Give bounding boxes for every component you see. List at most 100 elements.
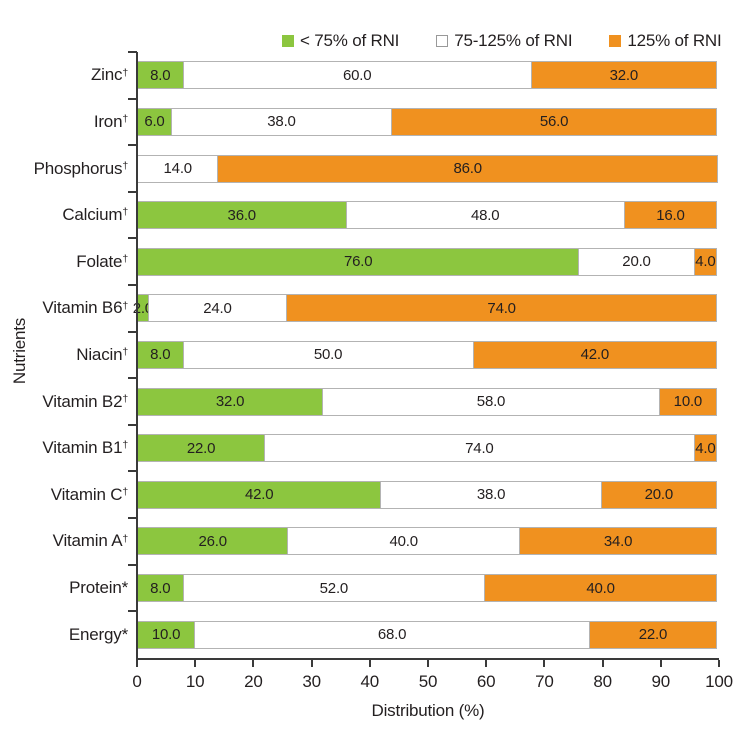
x-axis-tick-label: 60 [476, 672, 496, 691]
bar-segment: 42.0 [472, 340, 717, 369]
x-axis-tick-label: 50 [418, 672, 438, 691]
bar-segment: 40.0 [484, 574, 717, 602]
x-axis-tick [136, 660, 138, 667]
category-label: Phosphorus† [0, 159, 137, 179]
segment-value-label: 20.0 [622, 253, 651, 271]
bar-row: Vitamin B6† 2.0 24.0 74.0 [0, 284, 719, 332]
category-name: Iron [93, 111, 123, 131]
bar-row: Zinc† 8.0 60.0 32.0 [0, 51, 719, 99]
category-marker: † [122, 392, 128, 405]
x-axis-tick-label: 90 [651, 672, 671, 691]
bar-segment: 36.0 [137, 201, 347, 230]
segment-value-label: 38.0 [267, 113, 296, 131]
segment-value-label: 4.0 [695, 253, 716, 271]
bar-segment: 32.0 [530, 61, 717, 90]
segment-value-label: 68.0 [377, 626, 407, 644]
category-label: Niacin† [0, 345, 137, 365]
bar-segment: 38.0 [380, 480, 602, 509]
segment-value-label: 10.0 [151, 626, 181, 644]
bar-segment: 4.0 [693, 247, 717, 276]
legend-swatch-under-75-icon [282, 35, 294, 47]
segment-value-label: 24.0 [203, 299, 232, 317]
bar-segment: 50.0 [182, 340, 474, 369]
x-axis-tick [543, 660, 546, 667]
legend-item-under-75: < 75% of RNI [282, 31, 399, 51]
category-label: Zinc† [0, 65, 137, 85]
bar-segment: 60.0 [182, 61, 532, 90]
bar-segment: 4.0 [693, 434, 717, 463]
segment-value-label: 20.0 [644, 486, 674, 504]
bar-segment: 76.0 [137, 247, 580, 276]
x-axis-tick-label: 80 [593, 672, 612, 691]
segment-value-label: 74.0 [465, 439, 494, 457]
segment-value-label: 22.0 [638, 626, 668, 644]
stacked-bar: 22.0 74.0 4.0 [137, 434, 719, 463]
x-axis-tick [310, 660, 313, 667]
category-name: Calcium [62, 205, 123, 225]
bar-segment: 10.0 [137, 620, 196, 649]
category-name: Vitamin B1 [42, 438, 123, 458]
x-axis-tick [194, 660, 197, 667]
x-axis-tick [427, 660, 429, 667]
segment-value-label: 32.0 [609, 66, 639, 84]
segment-value-label: 36.0 [227, 206, 257, 224]
bar-segment: 74.0 [264, 434, 695, 463]
category-marker: † [122, 346, 128, 359]
category-marker: * [121, 624, 129, 644]
category-name: Vitamin A [52, 531, 123, 551]
bar-row: Calcium† 36.0 48.0 16.0 [0, 190, 719, 239]
category-marker: * [121, 578, 129, 597]
category-name: Folate [76, 251, 123, 271]
stacked-bar: 2.0 24.0 74.0 [133, 294, 719, 323]
category-name: Zinc [91, 65, 123, 85]
legend-label-75-125: 75-125% of RNI [454, 31, 573, 50]
bar-segment: 86.0 [217, 154, 718, 183]
segment-value-label: 60.0 [342, 66, 372, 84]
segment-value-label: 34.0 [603, 532, 633, 550]
segment-value-label: 58.0 [476, 393, 506, 411]
bar-row: Protein* 8.0 52.0 40.0 [0, 563, 719, 612]
x-axis-tick [718, 660, 720, 667]
bar-segment: 74.0 [286, 294, 717, 323]
segment-value-label: 26.0 [198, 532, 227, 550]
stacked-bar: 8.0 60.0 32.0 [137, 61, 719, 90]
bar-row: Vitamin C† 42.0 38.0 20.0 [0, 470, 719, 518]
category-marker: † [122, 159, 128, 172]
category-label: Vitamin A† [0, 531, 137, 551]
x-axis-tick-label: 30 [302, 672, 321, 691]
bar-segment: 48.0 [345, 201, 625, 230]
category-marker: † [122, 113, 128, 126]
x-axis-title: Distribution (%) [371, 701, 485, 720]
segment-value-label: 10.0 [673, 393, 703, 411]
stacked-bar: 36.0 48.0 16.0 [137, 201, 719, 230]
category-label: Vitamin B2† [0, 392, 137, 412]
stacked-bar: 6.0 38.0 56.0 [137, 107, 719, 136]
category-marker: † [122, 532, 128, 545]
bar-segment: 52.0 [182, 574, 486, 602]
category-name: Protein [69, 578, 122, 597]
category-marker: † [122, 253, 128, 265]
category-label: Protein* [0, 578, 137, 598]
segment-value-label: 38.0 [476, 486, 506, 504]
category-name: Vitamin B6 [42, 298, 123, 318]
bar-segment: 16.0 [623, 201, 717, 230]
segment-value-label: 16.0 [656, 206, 685, 224]
segment-value-label: 48.0 [470, 206, 500, 224]
bar-segment: 6.0 [137, 107, 172, 136]
legend-swatch-over-125-icon [609, 35, 622, 47]
x-axis-tick-label: 20 [244, 672, 263, 691]
bar-row: Vitamin B1† 22.0 74.0 4.0 [0, 423, 719, 472]
bar-segment: 24.0 [147, 294, 288, 323]
segment-value-label: 42.0 [580, 346, 610, 364]
bar-row: Energy* 10.0 68.0 22.0 [0, 610, 719, 658]
category-label: Calcium† [0, 205, 137, 225]
segment-value-label: 74.0 [487, 299, 516, 317]
category-label: Vitamin C† [0, 485, 137, 505]
stacked-bar: 8.0 50.0 42.0 [137, 340, 719, 369]
x-axis-tick-label: 10 [185, 672, 205, 691]
x-axis-tick [601, 660, 604, 667]
segment-value-label: 50.0 [313, 346, 343, 364]
segment-value-label: 22.0 [186, 439, 216, 457]
category-marker: † [122, 299, 128, 312]
stacked-bar: 42.0 38.0 20.0 [137, 480, 719, 509]
